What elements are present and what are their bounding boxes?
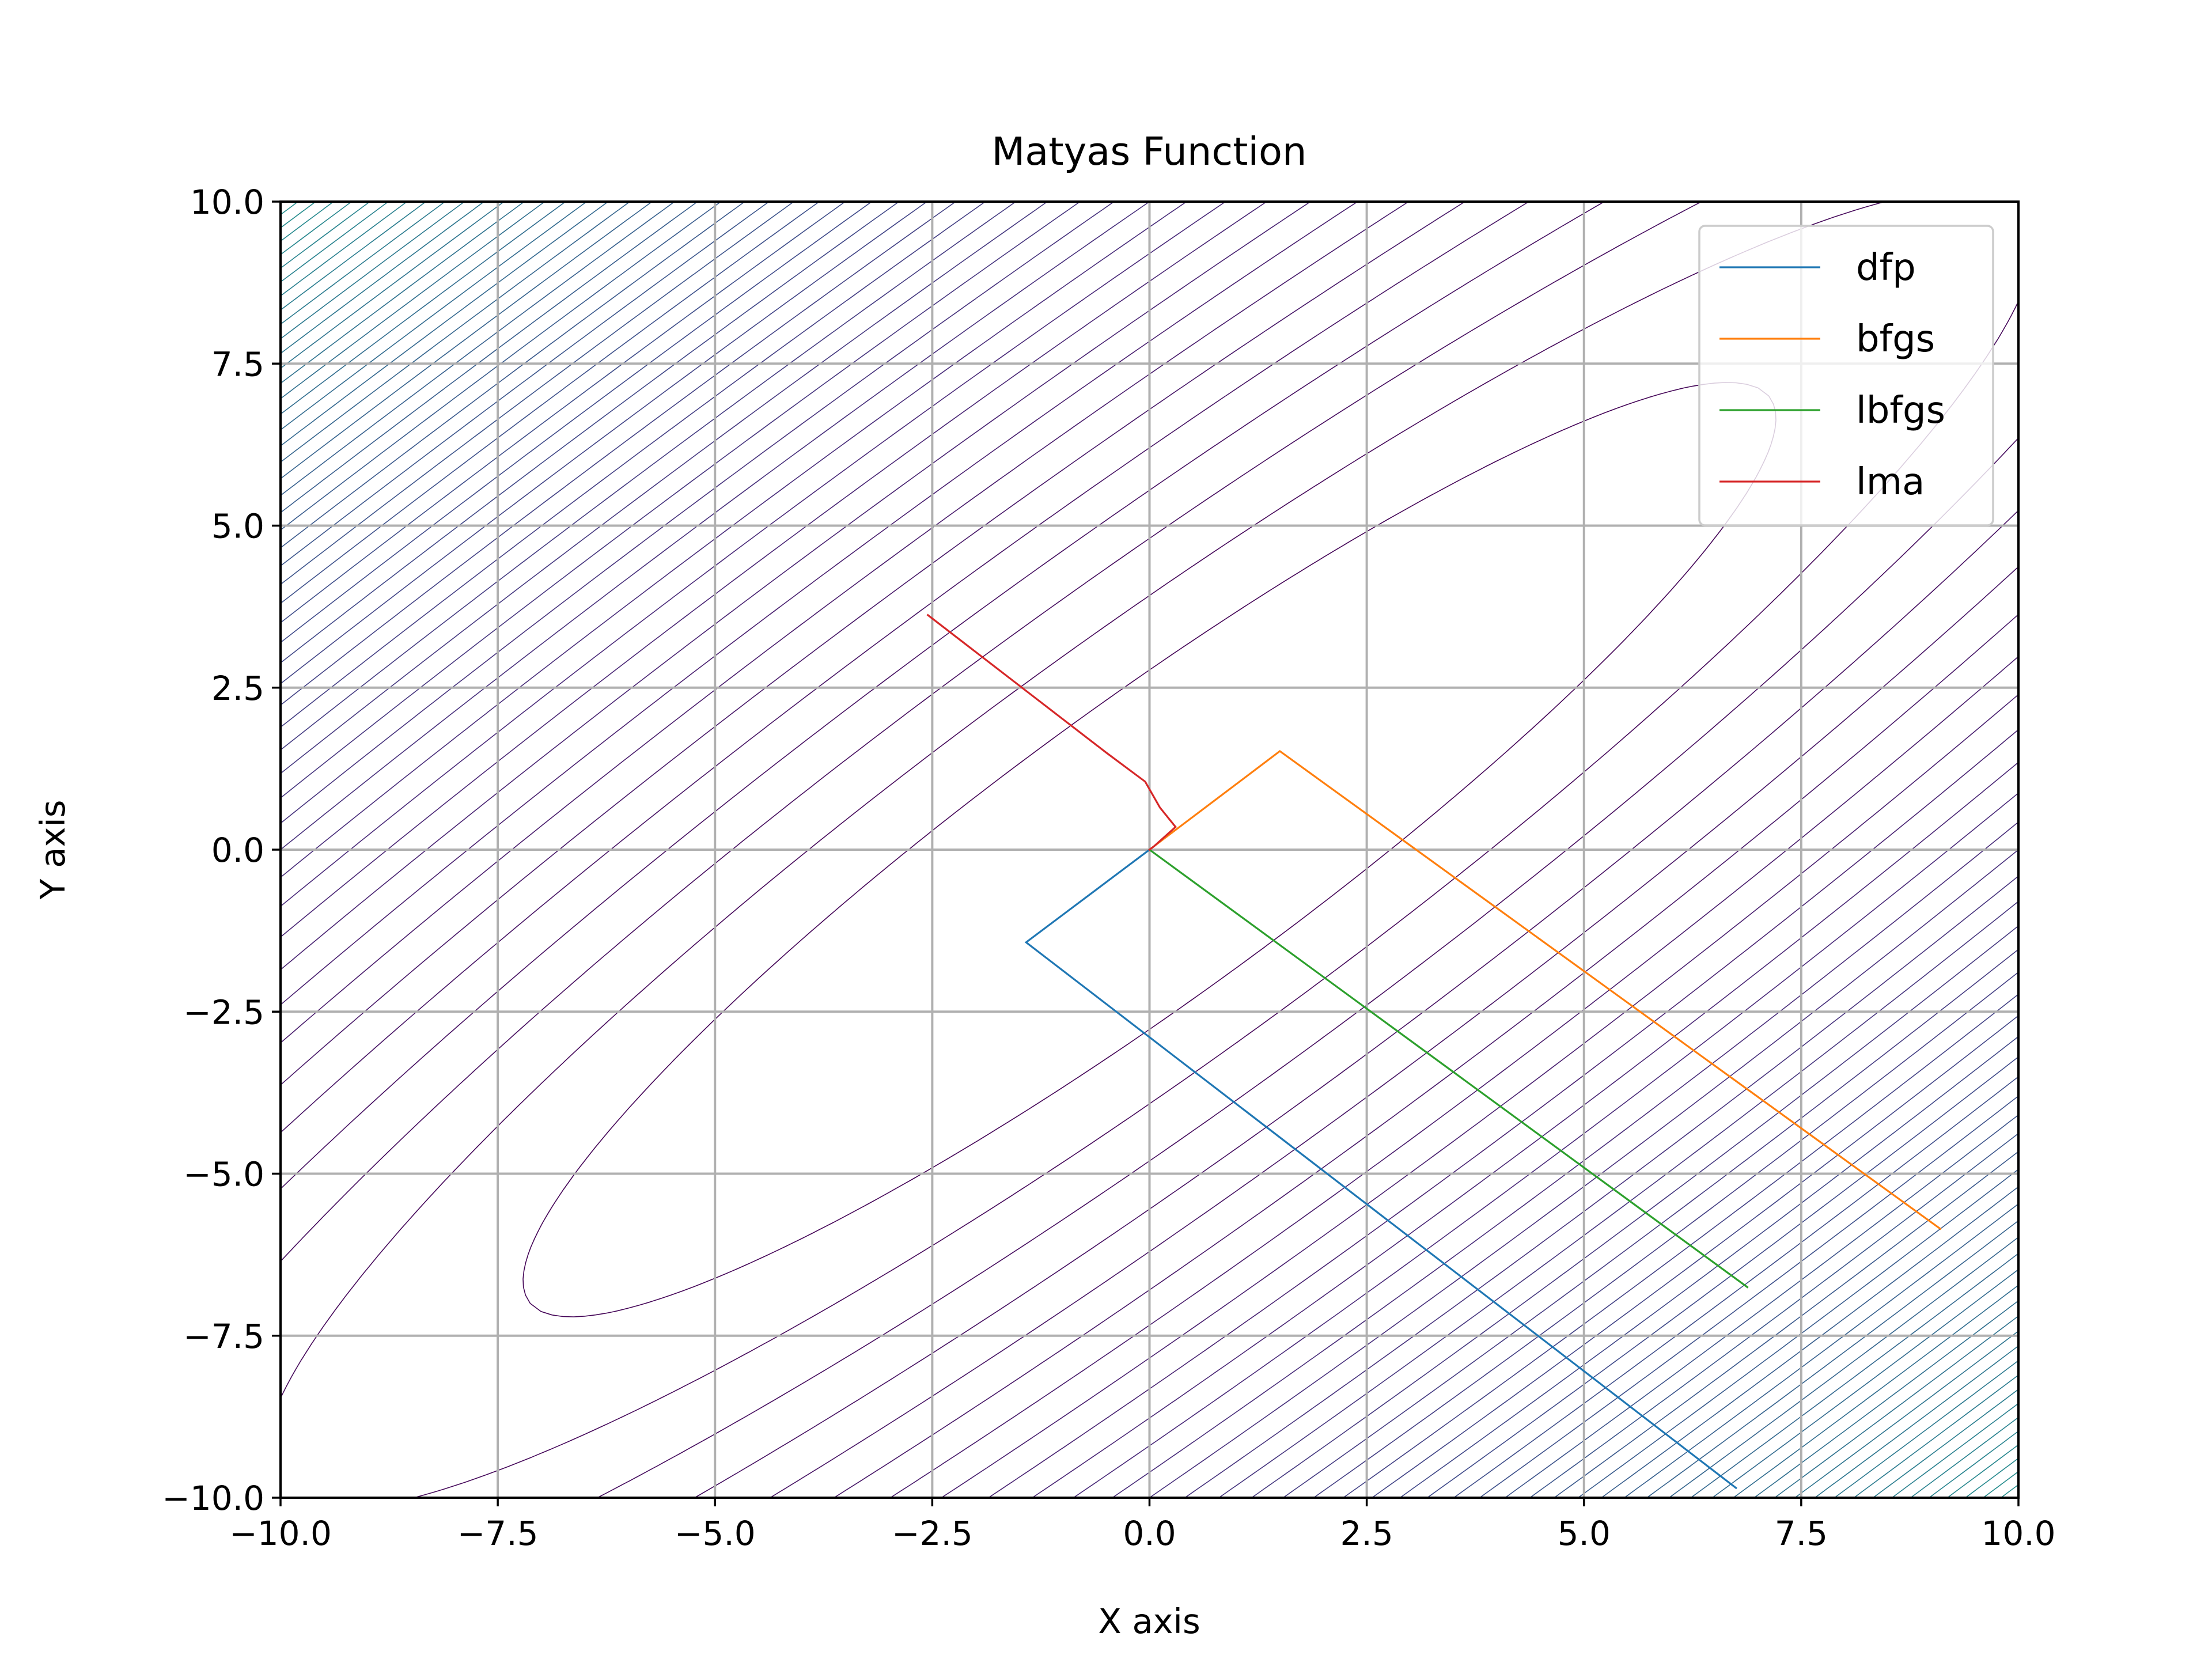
contour-line (281, 202, 2018, 1498)
y-tick-label: 0.0 (211, 831, 264, 870)
contour-layer (281, 202, 2018, 1498)
x-tick-label: 0.0 (1123, 1514, 1176, 1553)
x-tick-label: 2.5 (1340, 1514, 1393, 1553)
series-line-lma (926, 613, 1177, 851)
contour-line (281, 202, 2018, 1498)
x-tick-label: −10.0 (229, 1514, 332, 1553)
contour-line (281, 202, 2018, 1498)
contour-line (522, 382, 1777, 1317)
contour-line (281, 202, 2018, 1498)
x-axis-ticks: −10.0 −7.5 −5.0 −2.5 0.0 2.5 5.0 7.5 10.0 (229, 1498, 2056, 1553)
y-tick-label: −7.5 (183, 1317, 264, 1356)
legend-box (1698, 225, 1994, 527)
legend-label-bfgs: bfgs (1856, 318, 1935, 361)
legend-label-lbfgs: lbfgs (1856, 389, 1945, 432)
contour-line (281, 202, 2018, 1498)
contour-line (281, 202, 2018, 1498)
contour-line (281, 202, 2018, 1498)
contour-line (281, 202, 2018, 1498)
contour-line (281, 202, 2018, 1498)
x-tick-label: −5.0 (675, 1514, 756, 1553)
contour-line (281, 202, 2018, 1498)
y-tick-label: 2.5 (211, 669, 264, 708)
contour-line (281, 202, 2018, 1498)
y-tick-label: 5.0 (211, 507, 264, 546)
y-tick-label: −5.0 (183, 1155, 264, 1194)
contour-line (281, 202, 2018, 1498)
legend-label-dfp: dfp (1856, 247, 1916, 289)
contour-line (281, 202, 2018, 1498)
chart-title: Matyas Function (991, 129, 1306, 174)
contour-line (281, 202, 2018, 1498)
x-tick-label: −7.5 (457, 1514, 539, 1553)
x-tick-label: 7.5 (1775, 1514, 1828, 1553)
series-layer (926, 613, 1942, 1490)
series-line-bfgs (1148, 750, 1942, 1230)
contour-line (281, 202, 2018, 1498)
contour-line (281, 202, 2018, 1498)
x-tick-label: 5.0 (1558, 1514, 1611, 1553)
contour-line (281, 202, 2018, 1498)
contour-line (281, 202, 2018, 1498)
y-tick-label: 10.0 (190, 183, 264, 222)
contour-line (281, 202, 2018, 1498)
y-tick-label: 7.5 (211, 344, 264, 384)
contour-line (281, 202, 2018, 1498)
y-tick-label: −10.0 (162, 1479, 264, 1518)
contour-line (281, 202, 2018, 1498)
contour-line (281, 202, 2018, 1498)
contour-line (281, 202, 2018, 1498)
contour-line (281, 202, 2018, 1498)
legend-label-lma: lma (1856, 461, 1925, 503)
contour-line (281, 202, 2018, 1498)
contour-line (281, 202, 2018, 1498)
contour-line (281, 202, 2018, 1498)
contour-line (281, 202, 2018, 1498)
x-axis-label: X axis (1098, 1601, 1200, 1641)
series-line-lbfgs (1148, 848, 1749, 1289)
legend: dfp bfgs lbfgs lma (1698, 225, 1994, 527)
series-line-dfp (1024, 848, 1737, 1490)
contour-line (281, 202, 2018, 1498)
x-tick-label: −2.5 (892, 1514, 973, 1553)
y-axis-label: Y axis (33, 800, 73, 900)
y-tick-label: −2.5 (183, 993, 264, 1032)
x-tick-label: 10.0 (1981, 1514, 2055, 1553)
contour-line (281, 202, 2018, 1498)
contour-line (281, 202, 2018, 1498)
contour-line (281, 202, 2018, 1498)
y-axis-ticks: −10.0 −7.5 −5.0 −2.5 0.0 2.5 5.0 7.5 10.0 (162, 183, 281, 1518)
